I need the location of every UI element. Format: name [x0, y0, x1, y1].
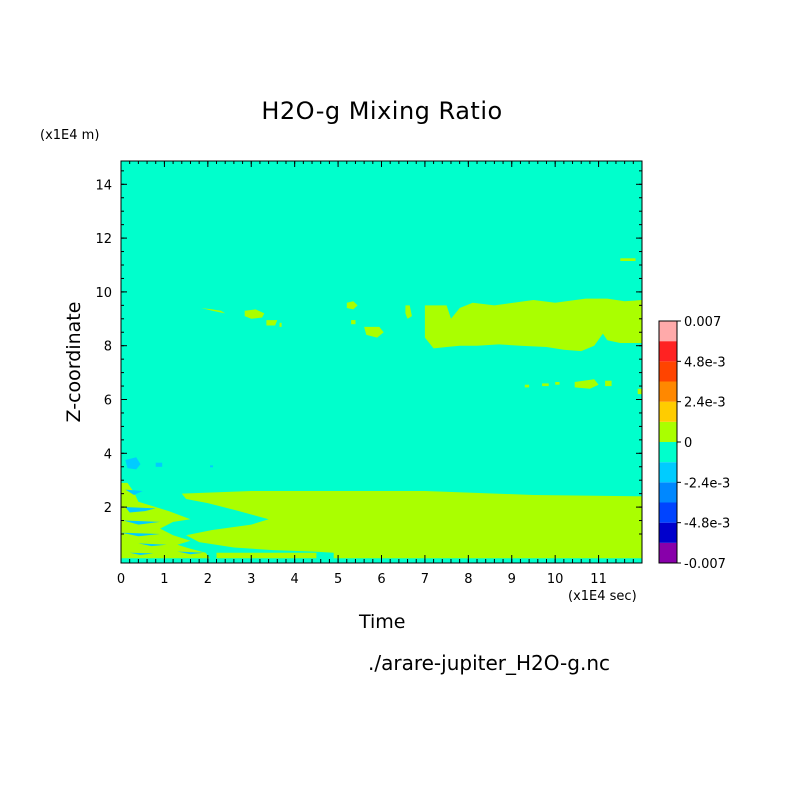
x-axis-unit-label: (x1E4 sec) [568, 589, 637, 604]
colorbar-band [659, 321, 677, 342]
y-tick-label: 4 [104, 447, 112, 462]
x-tick-label: 11 [590, 572, 607, 587]
contour-region-negative-6 [138, 543, 167, 547]
contour-regions [121, 258, 643, 559]
colorbar-band [659, 482, 677, 503]
contour-region-positive-24 [637, 388, 642, 395]
y-axis-label: Z-coordinate [63, 301, 85, 423]
x-tick-label: 2 [204, 572, 212, 587]
source-file-label: ./arare-jupiter_H2O-g.nc [368, 651, 610, 675]
x-tick-label: 3 [247, 572, 255, 587]
colorbar-label: 4.8e-3 [684, 355, 726, 370]
colorbar-label: 0.007 [684, 315, 721, 330]
chart-title: H2O-g Mixing Ratio [261, 97, 503, 125]
contour-region-positive-13 [351, 320, 356, 325]
colorbar-band [659, 401, 677, 422]
colorbar-band [659, 442, 677, 463]
colorbar-band [659, 341, 677, 362]
contour-region-negative-3 [125, 507, 156, 513]
contour-region-positive-1 [121, 482, 210, 559]
colorbar-label: -0.007 [684, 557, 726, 572]
x-tick-label: 6 [377, 572, 385, 587]
x-tick-label: 4 [291, 572, 299, 587]
contour-region-positive-11 [364, 326, 384, 338]
x-tick-label: 7 [421, 572, 429, 587]
y-tick-label: 2 [104, 501, 112, 516]
contour-region-positive-18 [574, 379, 599, 389]
x-tick-label: 1 [160, 572, 168, 587]
colorbar-label: 2.4e-3 [684, 396, 726, 411]
contour-region-positive-17 [279, 322, 282, 327]
contour-region-positive-22 [555, 382, 560, 385]
colorbar-label: -4.8e-3 [684, 517, 730, 532]
contour-region-positive-15 [201, 308, 226, 314]
contour-region-negative-27 [210, 465, 213, 468]
contour-region-negative-7 [129, 552, 154, 555]
contour-region-positive-12 [346, 301, 358, 310]
x-tick-label: 9 [508, 572, 516, 587]
colorbar: -0.007 -4.8e-3 -2.4e-3 0 2.4e-3 4.8e-3 0.007 [658, 315, 730, 572]
colorbar-band [659, 421, 677, 442]
colorbar-label: -2.4e-3 [684, 476, 730, 491]
colorbar-band [659, 462, 677, 483]
contour-region-negative-26 [155, 462, 163, 467]
colorbar-label: 0 [684, 436, 692, 451]
contour-region-positive-0 [181, 491, 643, 559]
contour-region-positive-23 [620, 258, 636, 261]
y-tick-label: 14 [95, 178, 112, 193]
contour-region-positive-20 [524, 384, 530, 388]
colorbar-band [659, 381, 677, 402]
colorbar-band [659, 502, 677, 523]
x-tick-label: 10 [547, 572, 564, 587]
y-tick-label: 8 [104, 340, 112, 355]
contour-region-negative-4 [123, 520, 161, 525]
contour-region-negative-8 [177, 551, 204, 555]
y-tick-label: 12 [95, 232, 112, 247]
contour-region-positive-9 [424, 298, 642, 352]
contour-region-negative-25 [125, 457, 141, 470]
contour-region-positive-14 [244, 309, 265, 319]
y-tick-label: 10 [95, 286, 112, 301]
contour-region-positive-10 [405, 305, 412, 319]
x-axis-label: Time [359, 611, 406, 633]
x-tick-label: 8 [464, 572, 472, 587]
colorbar-band [659, 542, 677, 563]
y-axis-unit-label: (x1E4 m) [40, 128, 100, 143]
contour-region-positive-21 [542, 383, 549, 387]
colorbar-band [659, 522, 677, 543]
contour-region-negative-2 [125, 489, 143, 495]
contour-region-negative-5 [121, 532, 161, 537]
contour-region-positive-16 [266, 320, 278, 326]
contour-region-positive-19 [605, 380, 612, 387]
y-tick-label: 6 [104, 394, 112, 409]
x-tick-label: 0 [117, 572, 125, 587]
colorbar-band [659, 361, 677, 382]
x-tick-label: 5 [334, 572, 342, 587]
